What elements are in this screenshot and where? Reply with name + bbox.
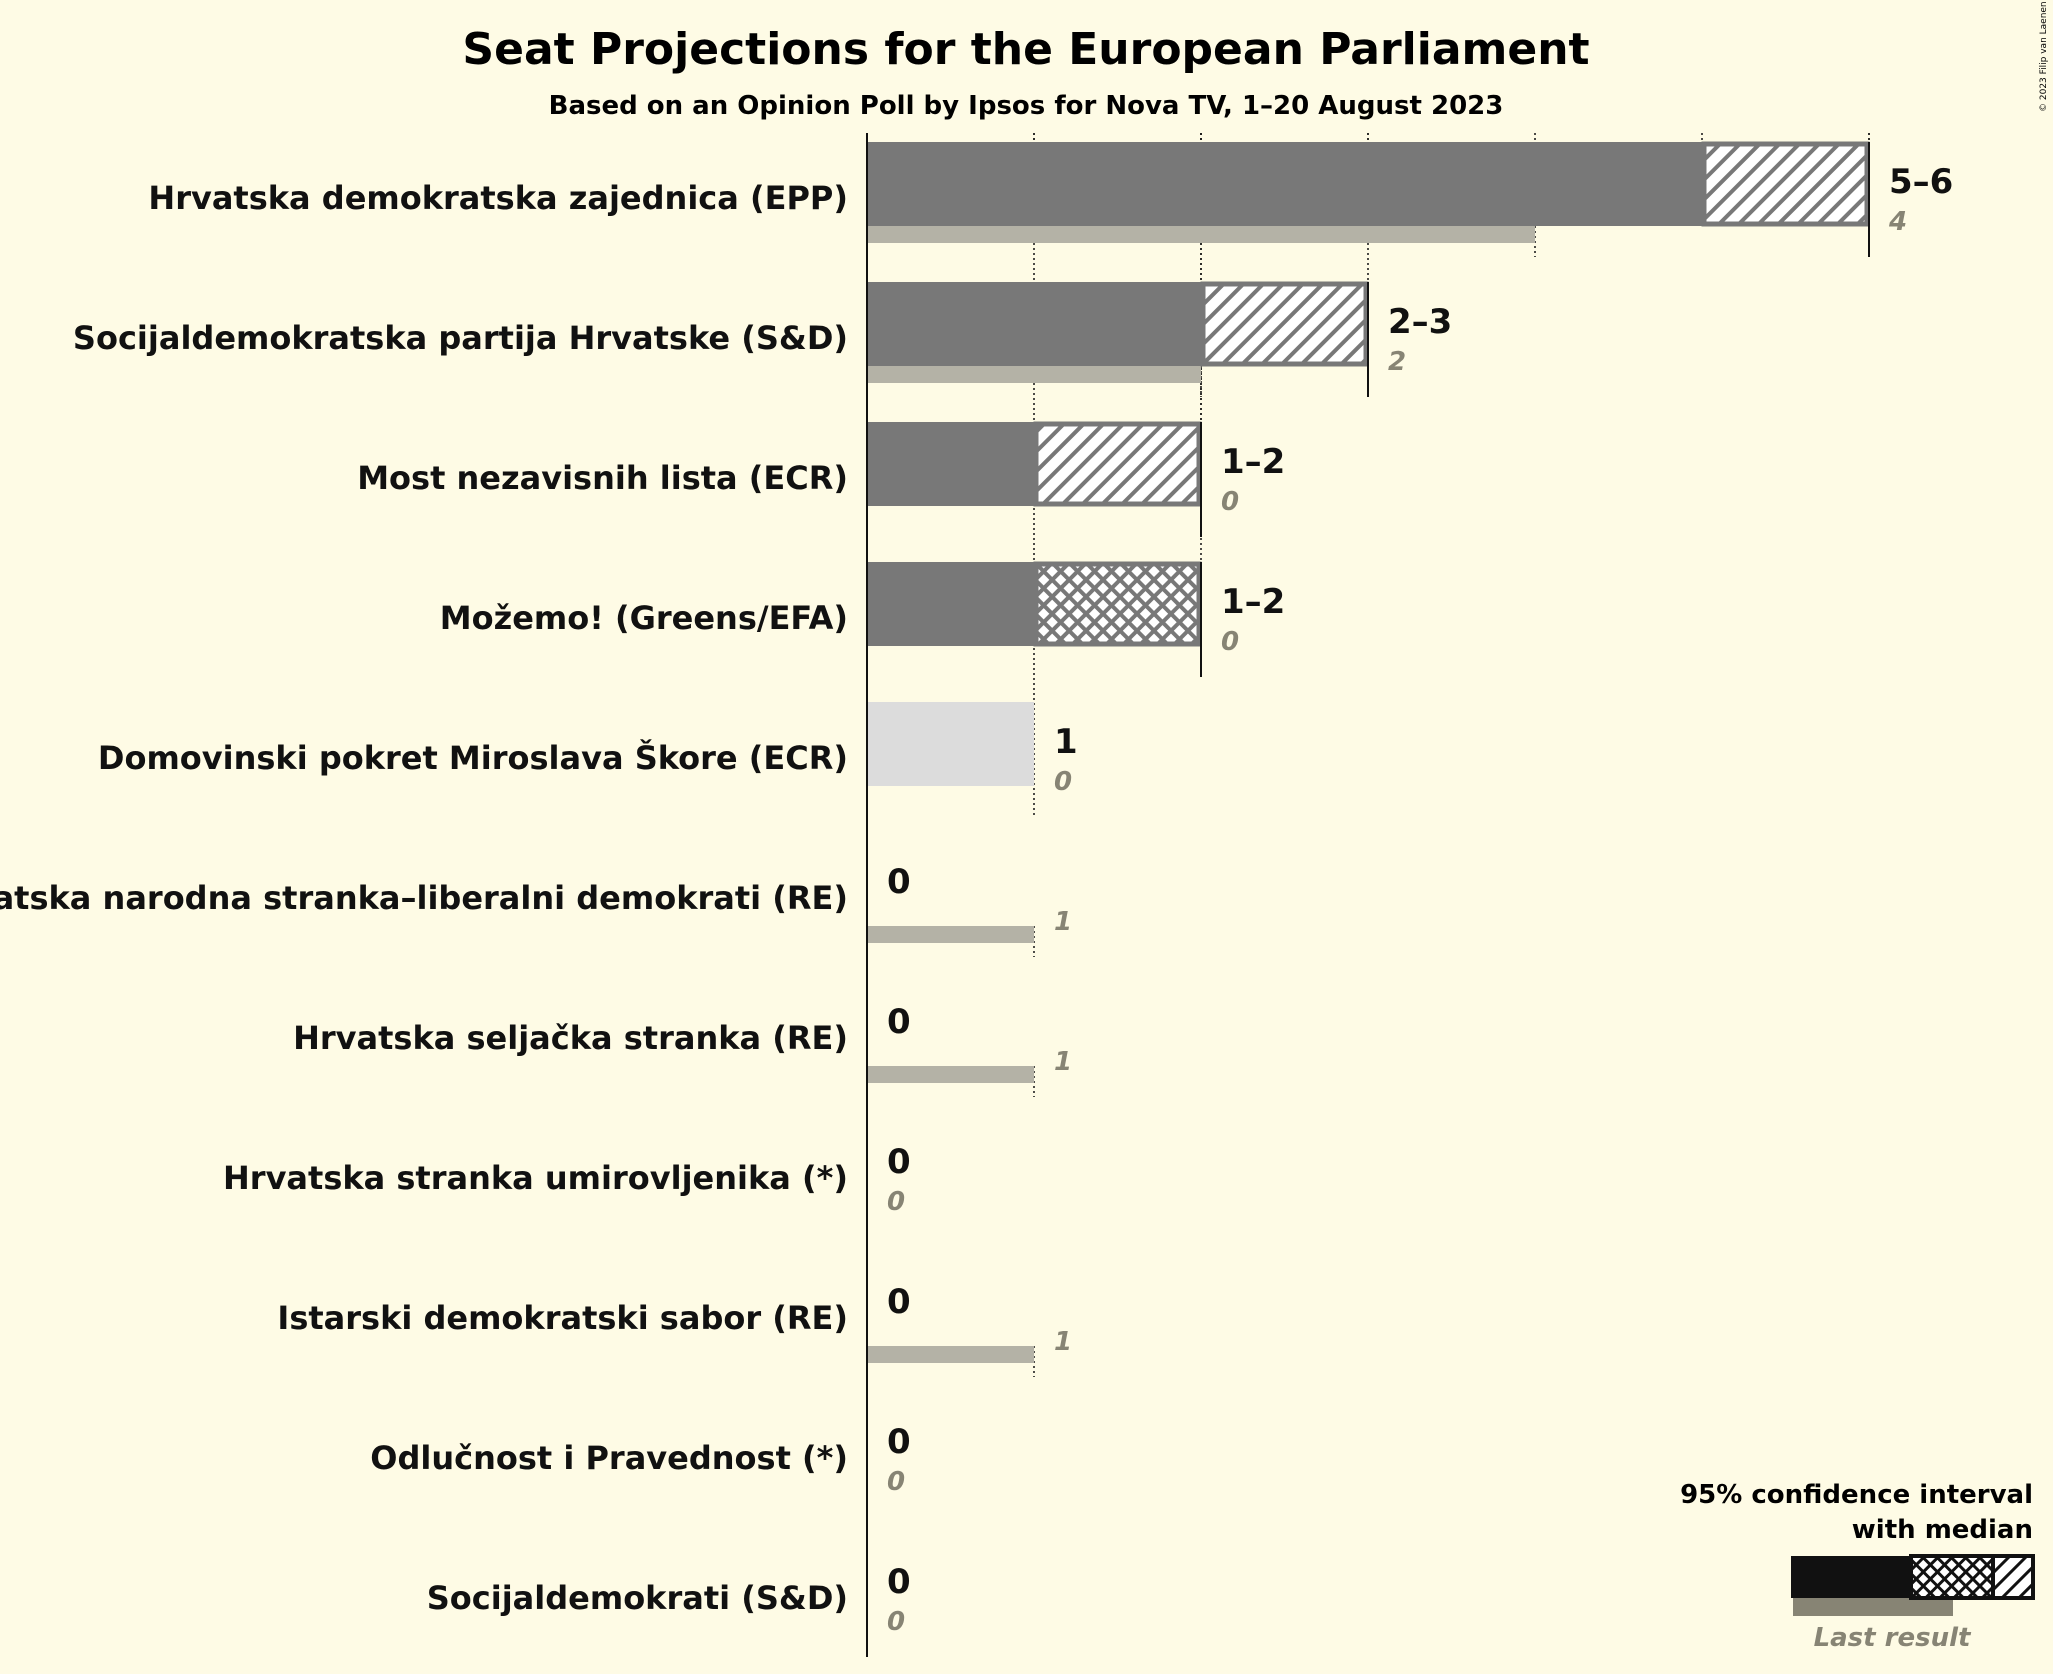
legend-title-line2: with median — [1852, 1515, 2033, 1545]
legend-interval-bar — [1791, 1556, 1911, 1598]
party-label: Socijaldemokratska partija Hrvatske (S&D… — [73, 319, 848, 357]
credit-text: © 2023 Filip van Laenen — [2039, 1, 2049, 112]
last-result-label: 1 — [1054, 1327, 1072, 1357]
projection-bar — [867, 422, 1034, 506]
last-result-label: 0 — [887, 1467, 905, 1497]
legend-title-line1: 95% confidence interval — [1680, 1480, 2033, 1510]
chart-subtitle: Based on an Opinion Poll by Ipsos for No… — [549, 91, 1504, 121]
party-label: Hrvatska demokratska zajednica (EPP) — [148, 179, 848, 217]
range-label: 1–2 — [1221, 582, 1285, 622]
range-label: 1–2 — [1221, 442, 1285, 482]
party-label: Istarski demokratski sabor (RE) — [277, 1299, 848, 1337]
party-label: Hrvatska narodna stranka–liberalni demok… — [0, 879, 848, 917]
last-result-label: 0 — [887, 1607, 905, 1637]
legend-hatch-segment — [1991, 1554, 2035, 1600]
party-label: Možemo! (Greens/EFA) — [440, 599, 848, 637]
party-label: Hrvatska seljačka stranka (RE) — [293, 1019, 848, 1057]
range-label: 0 — [887, 862, 911, 902]
range-label: 0 — [887, 1282, 911, 1322]
confidence-interval-bar — [1033, 421, 1202, 507]
party-labels: Hrvatska demokratska zajednica (EPP) 5–6 4… — [0, 162, 1953, 1637]
range-label: 0 — [887, 1142, 911, 1182]
last-result-bar — [867, 1066, 1034, 1083]
confidence-interval-bar — [1033, 561, 1202, 647]
bars — [867, 141, 1870, 1363]
range-label: 0 — [887, 1422, 911, 1462]
last-result-label: 1 — [1054, 1047, 1072, 1077]
last-result-label: 1 — [1054, 907, 1072, 937]
confidence-interval-bar — [1701, 141, 1870, 227]
confidence-interval-bar — [1200, 281, 1369, 367]
range-label: 0 — [887, 1562, 911, 1602]
last-result-label: 0 — [1054, 767, 1072, 797]
last-result-label: 4 — [1888, 207, 1907, 237]
last-result-bar — [867, 226, 1535, 243]
projection-bar — [867, 282, 1201, 366]
last-result-label: 0 — [1221, 627, 1239, 657]
party-label: Odlučnost i Pravednost (*) — [370, 1439, 848, 1477]
range-label: 5–6 — [1889, 162, 1953, 202]
last-result-bar — [867, 926, 1034, 943]
legend: 95% confidence interval with median Last… — [1680, 1480, 2035, 1653]
party-label: Domovinski pokret Miroslava Škore (ECR) — [98, 738, 848, 777]
last-result-bar — [867, 1346, 1034, 1363]
last-result-bar — [867, 366, 1201, 383]
projection-bar — [867, 142, 1702, 226]
legend-last-result-label: Last result — [1814, 1623, 1972, 1653]
legend-crosshatch-segment — [1909, 1554, 1995, 1600]
projection-bar — [867, 562, 1034, 646]
range-label: 0 — [887, 1002, 911, 1042]
projection-bar — [867, 702, 1034, 786]
last-result-label: 2 — [1388, 347, 1406, 377]
range-label: 1 — [1054, 722, 1078, 762]
chart-title: Seat Projections for the European Parlia… — [462, 24, 1589, 75]
last-result-label: 0 — [1221, 487, 1239, 517]
last-result-label: 0 — [887, 1187, 905, 1217]
range-label: 2–3 — [1388, 302, 1452, 342]
party-label: Most nezavisnih lista (ECR) — [357, 459, 848, 497]
party-label: Socijaldemokrati (S&D) — [427, 1579, 848, 1617]
party-label: Hrvatska stranka umirovljenika (*) — [223, 1159, 848, 1197]
